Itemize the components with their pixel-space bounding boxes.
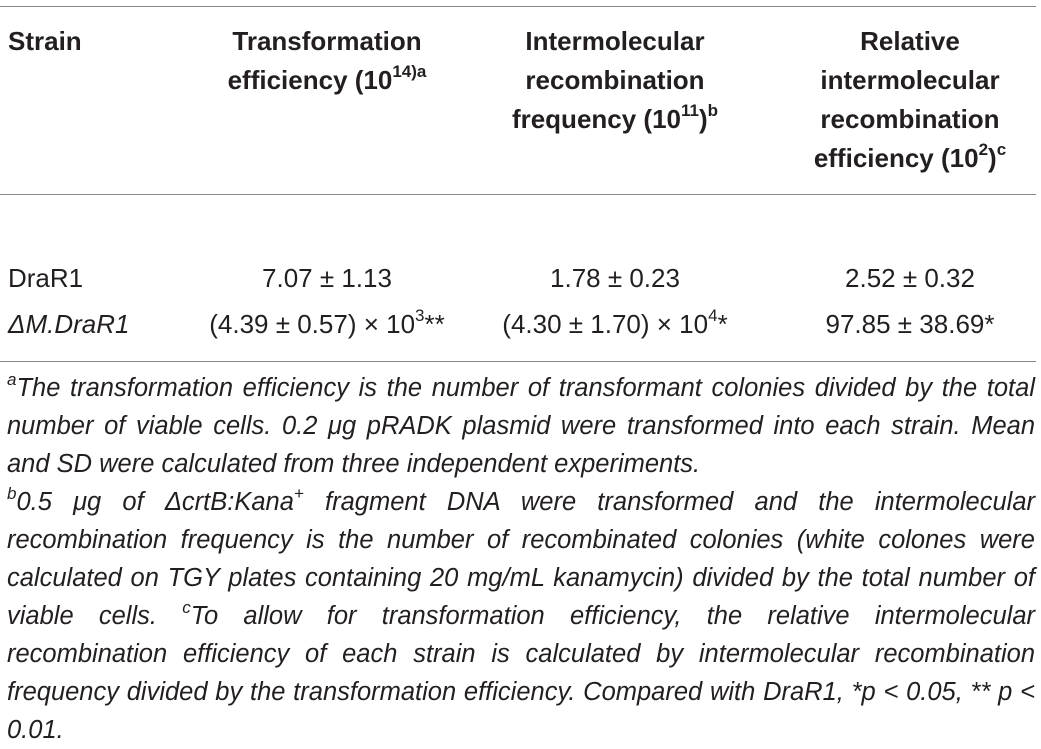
- header-line: efficiency (1014)a: [227, 62, 427, 95]
- header-bottom-rule: [0, 194, 1036, 195]
- header-relative-efficiency: Relative intermolecular recombination ef…: [788, 22, 1032, 178]
- footnote-a: aThe transformation efficiency is the nu…: [7, 369, 1035, 479]
- footnote-b-c: b0.5 μg of ΔcrtB:Kana+ fragment DNA were…: [7, 483, 1035, 745]
- row-2-relative: 97.85 ± 38.69*: [825, 309, 995, 339]
- row-1-intermolecular: 1.78 ± 0.23: [550, 263, 680, 293]
- header-transformation-efficiency: Transformation efficiency (1014)a: [182, 22, 472, 100]
- table-footnotes: aThe transformation efficiency is the nu…: [7, 369, 1035, 749]
- row-2-intermolecular: (4.30 ± 1.70) × 104*: [502, 306, 728, 339]
- row-1-transformation: 7.07 ± 1.13: [262, 263, 392, 293]
- header-line: Relative: [860, 26, 960, 56]
- header-intermolecular-frequency: Intermolecular recombination frequency (…: [470, 22, 760, 139]
- header-line: Intermolecular: [525, 26, 705, 56]
- table-bottom-rule: [0, 361, 1036, 362]
- header-strain: Strain: [8, 22, 82, 61]
- table-top-rule: [0, 6, 1036, 7]
- header-line: recombination: [820, 104, 1000, 134]
- row-1-relative: 2.52 ± 0.32: [845, 263, 975, 293]
- header-line: intermolecular: [820, 65, 1000, 95]
- header-line: Transformation: [232, 26, 422, 56]
- row-1-strain: DraR1: [8, 263, 84, 293]
- header-strain-label: Strain: [8, 26, 82, 56]
- row-2-transformation: (4.39 ± 0.57) × 103**: [209, 306, 445, 339]
- header-line: frequency (1011)b: [511, 101, 719, 134]
- header-line: efficiency (102)c: [813, 140, 1007, 173]
- header-line: recombination: [525, 65, 705, 95]
- row-2-strain: ΔM.DraR1: [8, 309, 130, 339]
